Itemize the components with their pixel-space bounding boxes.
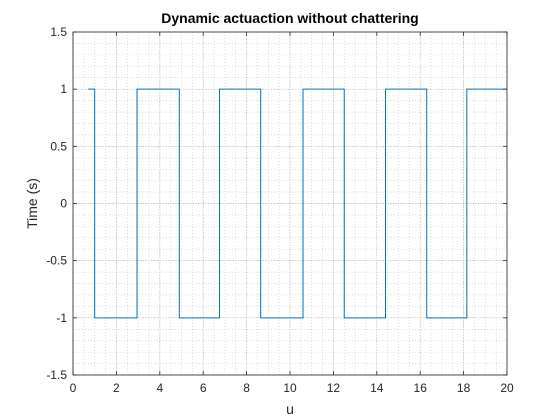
x-tick-label: 6 — [200, 381, 207, 395]
x-tick-label: 8 — [243, 381, 250, 395]
series-line-0 — [88, 88, 507, 319]
x-axis-label: u — [286, 401, 294, 417]
x-tick-label: 14 — [370, 381, 384, 395]
series-layer — [88, 88, 507, 319]
x-tick-label: 4 — [156, 381, 163, 395]
y-axis-label: Time (s) — [24, 178, 40, 229]
x-tick-label: 12 — [327, 381, 341, 395]
x-tick-label: 16 — [414, 381, 428, 395]
y-tick-label: 0.5 — [50, 139, 67, 153]
x-tick-label: 18 — [457, 381, 471, 395]
chart-title: Dynamic actuaction without chattering — [161, 10, 418, 26]
y-tick-label: 0 — [60, 197, 67, 211]
y-tick-label: 1 — [60, 82, 67, 96]
ticks-layer: 0 2 4 6 8 10 12 14 16 18 20 1.5 1 0.5 0 -0.5 -1 -1.5 — [46, 25, 514, 395]
y-tick-label: -1 — [56, 311, 67, 325]
x-tick-label: 0 — [70, 381, 77, 395]
y-tick-label: -1.5 — [46, 368, 67, 382]
y-tick-label: -0.5 — [46, 254, 67, 268]
x-tick-label: 10 — [283, 381, 297, 395]
y-tick-label: 1.5 — [50, 25, 67, 39]
x-tick-label: 2 — [113, 381, 120, 395]
x-tick-label: 20 — [500, 381, 514, 395]
